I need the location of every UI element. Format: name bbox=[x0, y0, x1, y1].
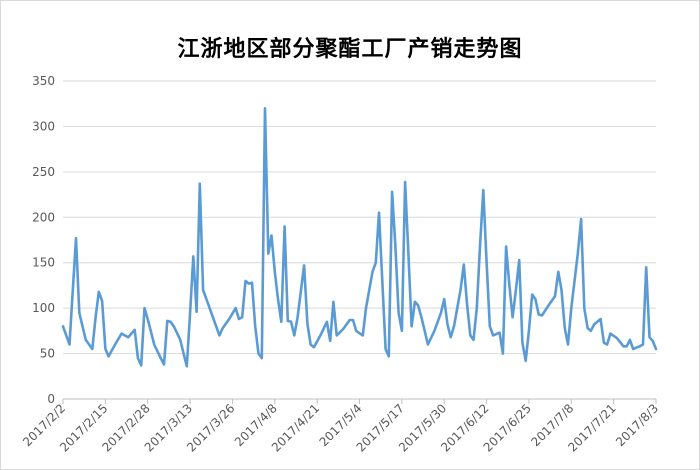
series-line bbox=[61, 107, 658, 368]
series-group bbox=[61, 107, 658, 368]
y-tick-label: 200 bbox=[32, 210, 55, 224]
chart-title: 江浙地区部分聚酯工厂产销走势图 bbox=[177, 37, 523, 62]
y-axis-ticks: 0 50 100 150 200 250 300 350 bbox=[32, 74, 55, 406]
x-tick-label: 2017/8/3 bbox=[613, 401, 661, 449]
gridlines bbox=[63, 80, 656, 355]
y-tick-label: 50 bbox=[40, 347, 55, 361]
x-axis-ticks: 2017/2/22017/2/152017/2/282017/3/132017/… bbox=[20, 399, 661, 455]
y-tick-label: 100 bbox=[32, 301, 55, 315]
y-tick-label: 250 bbox=[32, 165, 55, 179]
y-tick-label: 300 bbox=[32, 119, 55, 133]
y-tick-label: 150 bbox=[32, 256, 55, 270]
y-tick-label: 350 bbox=[32, 74, 55, 88]
y-tick-label: 0 bbox=[47, 392, 55, 406]
